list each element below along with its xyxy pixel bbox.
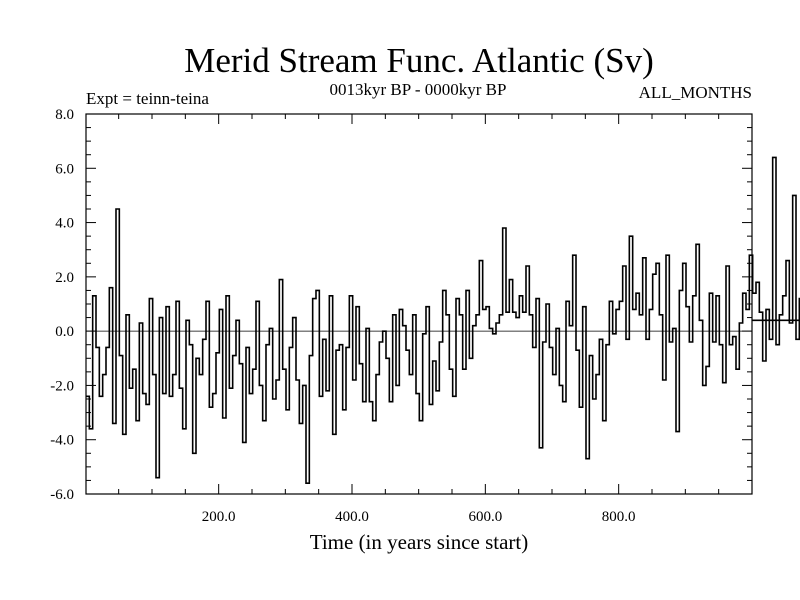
y-tick-label: 4.0 (55, 216, 74, 232)
x-tick-label: 200.0 (202, 509, 236, 525)
x-axis-label: Time (in years since start) (310, 530, 529, 554)
series-line-0 (86, 156, 800, 484)
y-tick-label: 8.0 (55, 107, 74, 123)
y-tick-label: 6.0 (55, 161, 74, 177)
series-layer (86, 156, 800, 484)
x-tick-label: 400.0 (335, 509, 369, 525)
subtitle-center: 0013kyr BP - 0000kyr BP (330, 80, 507, 99)
plot-frame (85, 113, 753, 495)
ticks-layer: -6.0 -4.0 -2.0 0.0 2.0 4.0 6.0 8.0 200.0 400.0 600… (50, 107, 752, 525)
x-tick-label: 800.0 (602, 509, 636, 525)
y-tick-label: 0.0 (55, 324, 74, 340)
y-tick-label: -2.0 (50, 378, 74, 394)
y-tick-label: -6.0 (50, 487, 74, 503)
y-tick-label: 2.0 (55, 270, 74, 286)
subtitle-left: Expt = teinn-teina (86, 89, 209, 108)
y-tick-label: -4.0 (50, 433, 74, 449)
x-tick-label: 600.0 (468, 509, 502, 525)
chart-title: Merid Stream Func. Atlantic (Sv) (184, 41, 654, 80)
subtitle-right: ALL_MONTHS (639, 83, 752, 102)
